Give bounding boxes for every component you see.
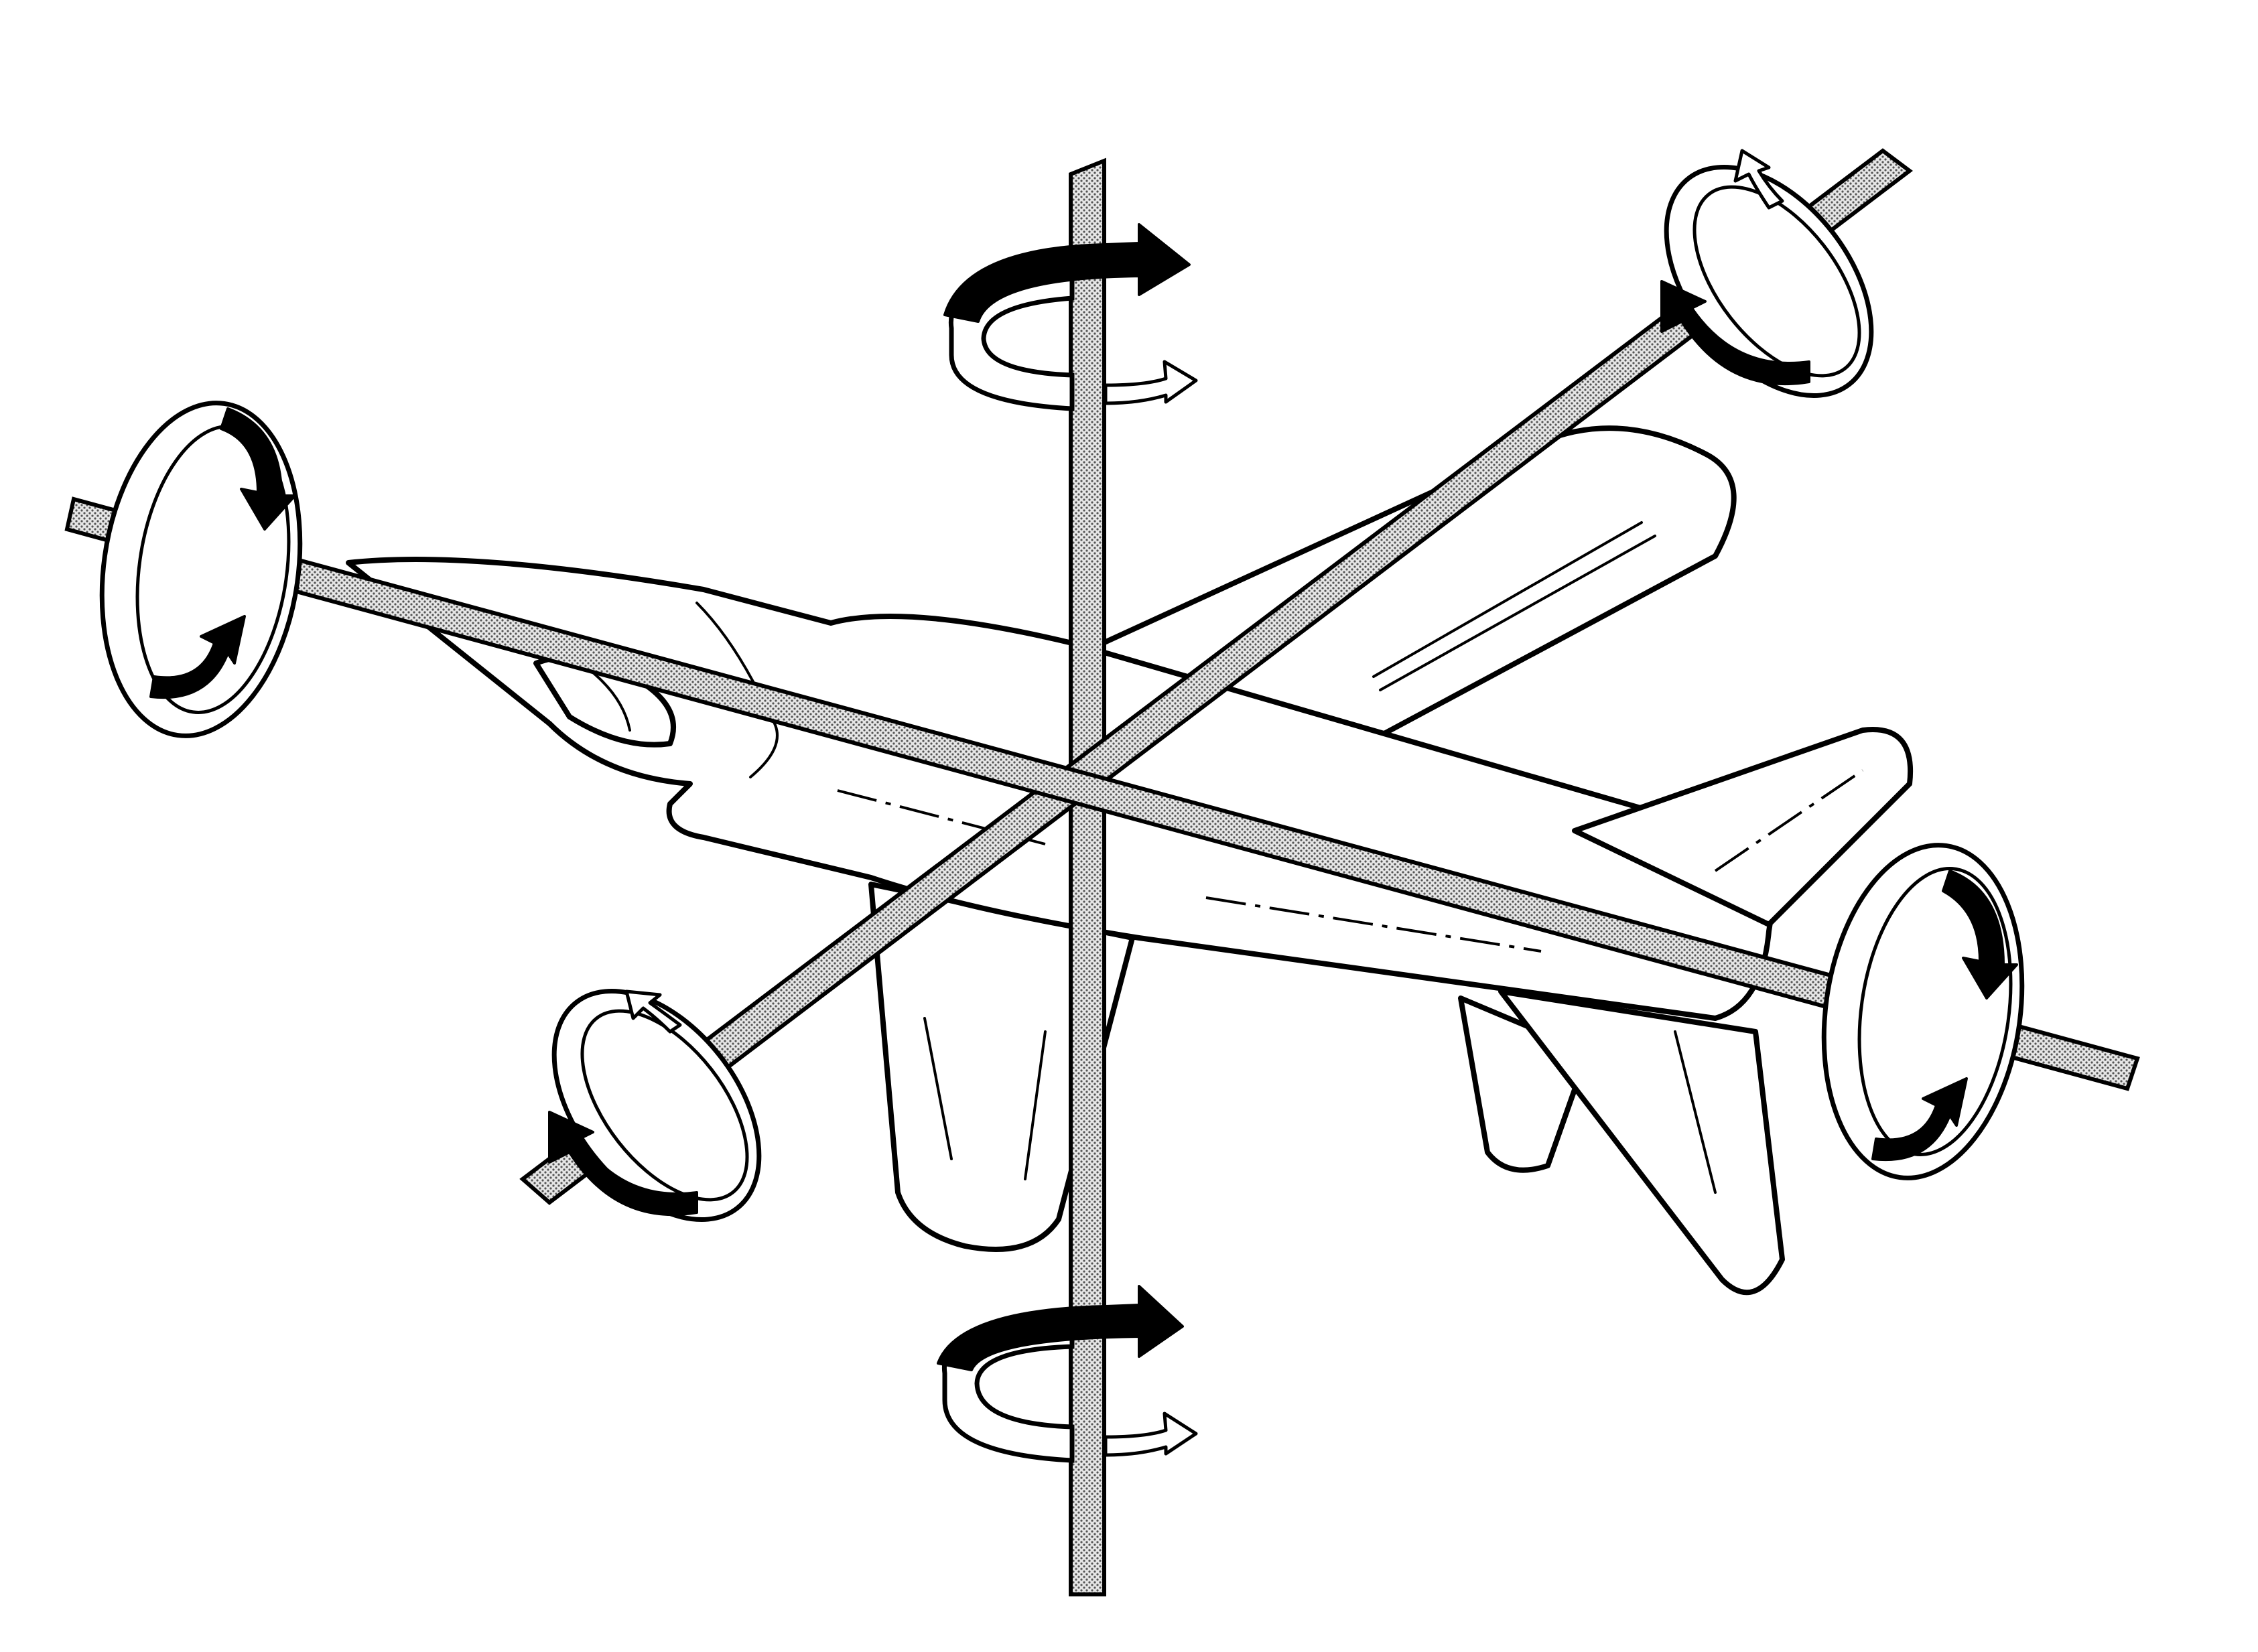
lateral-axis bbox=[519, 148, 1913, 1205]
near-wing bbox=[868, 882, 1135, 1252]
solid-rotation-arrow-icon bbox=[1660, 280, 1810, 385]
open-rotation-arrow-icon bbox=[1733, 149, 1784, 210]
solid-rotation-arrow-icon bbox=[943, 223, 1191, 323]
open-rotation-arrow-icon bbox=[1104, 1412, 1198, 1457]
solid-rotation-arrow-icon bbox=[937, 1285, 1184, 1371]
horizontal-stabilizer bbox=[1572, 727, 1914, 927]
solid-rotation-arrow-icon bbox=[149, 615, 246, 699]
lower-stabilizer bbox=[1498, 989, 1785, 1296]
yaw-rotation-bottom bbox=[937, 1285, 1198, 1463]
open-rotation-arrow-icon bbox=[624, 989, 682, 1034]
solid-rotation-arrow-icon bbox=[548, 1111, 698, 1216]
longitudinal-axis bbox=[64, 496, 2140, 1091]
yaw-rotation-top bbox=[943, 223, 1198, 411]
vertical-axis bbox=[1069, 157, 1106, 1596]
pitch-rotation-upper bbox=[1660, 149, 1874, 398]
solid-rotation-arrow-icon bbox=[1942, 870, 2018, 1000]
open-rotation-arrow-icon bbox=[1104, 360, 1198, 405]
solid-rotation-arrow-icon bbox=[220, 407, 296, 531]
roll-rotation-left bbox=[99, 401, 303, 738]
pitch-rotation-lower bbox=[548, 989, 762, 1222]
roll-rotation-right bbox=[1821, 843, 2025, 1180]
solid-rotation-arrow-icon bbox=[1871, 1077, 1968, 1162]
